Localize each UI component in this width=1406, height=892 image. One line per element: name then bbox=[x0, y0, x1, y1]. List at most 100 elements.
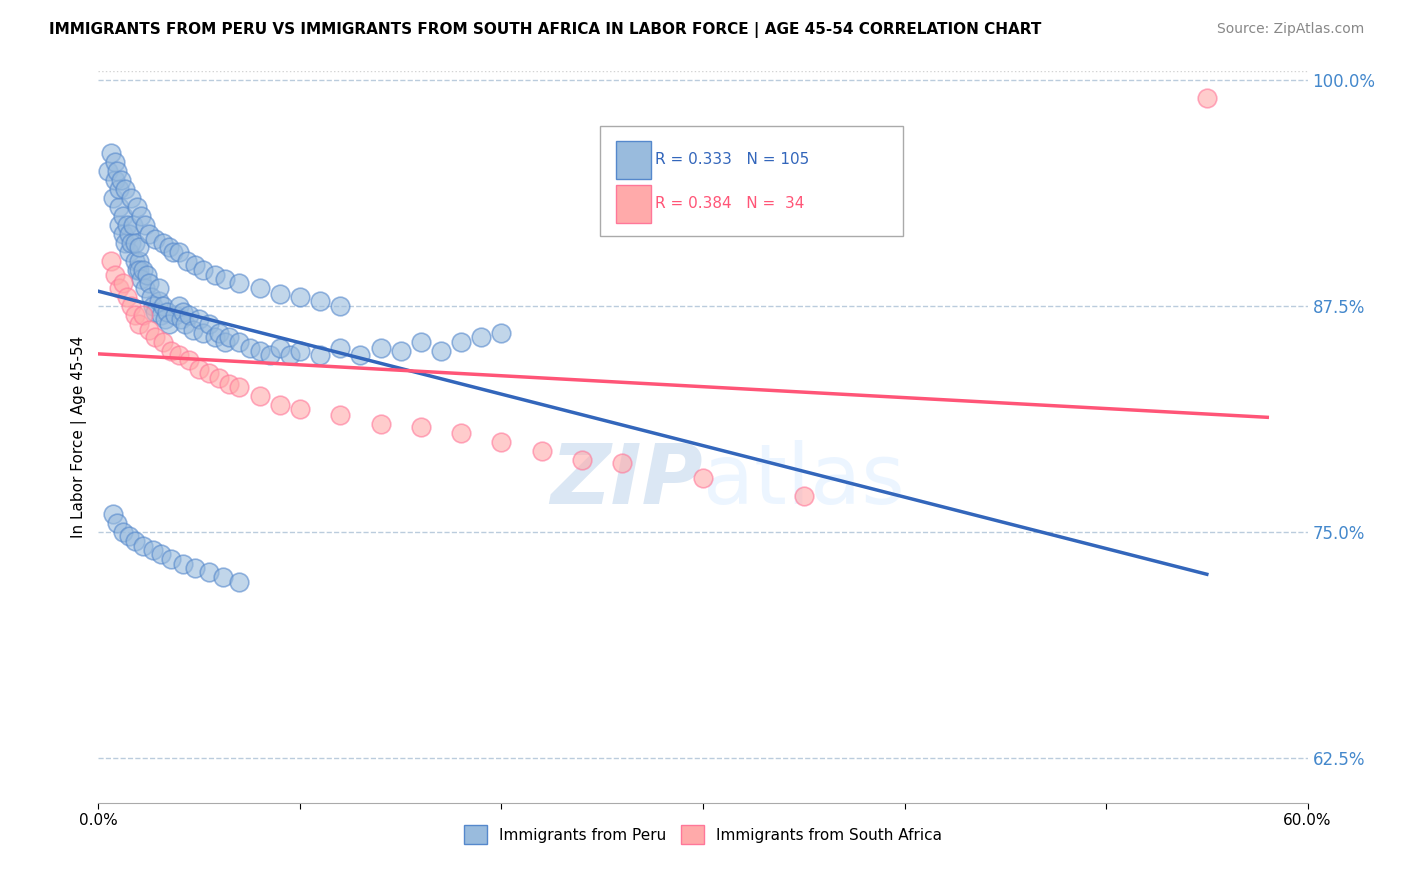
Point bbox=[239, 341, 262, 355]
Text: ZIP: ZIP bbox=[550, 441, 703, 522]
Point bbox=[118, 244, 141, 259]
Point bbox=[349, 348, 371, 362]
Text: Source: ZipAtlas.com: Source: ZipAtlas.com bbox=[1216, 22, 1364, 37]
Point bbox=[163, 308, 186, 322]
Point bbox=[181, 323, 204, 337]
Point bbox=[125, 263, 148, 277]
Point bbox=[142, 299, 165, 313]
Point bbox=[409, 420, 432, 434]
Point bbox=[470, 330, 492, 344]
Point bbox=[198, 366, 221, 380]
Point bbox=[118, 227, 141, 241]
Point bbox=[167, 299, 190, 313]
Point bbox=[107, 218, 129, 232]
Point bbox=[143, 330, 166, 344]
Point bbox=[132, 308, 155, 322]
Point bbox=[124, 533, 146, 548]
Point bbox=[193, 326, 215, 341]
Point bbox=[138, 276, 160, 290]
Text: IMMIGRANTS FROM PERU VS IMMIGRANTS FROM SOUTH AFRICA IN LABOR FORCE | AGE 45-54 : IMMIGRANTS FROM PERU VS IMMIGRANTS FROM … bbox=[49, 22, 1042, 38]
Point bbox=[259, 348, 281, 362]
Point bbox=[107, 281, 129, 295]
Point bbox=[107, 182, 129, 196]
Point bbox=[167, 244, 190, 259]
Point bbox=[491, 434, 513, 449]
Point bbox=[309, 348, 332, 362]
Point bbox=[128, 263, 150, 277]
Point bbox=[143, 232, 166, 246]
Point bbox=[288, 402, 311, 417]
Point bbox=[389, 344, 412, 359]
Text: R = 0.333   N = 105: R = 0.333 N = 105 bbox=[655, 152, 808, 167]
Point bbox=[288, 344, 311, 359]
Point bbox=[160, 552, 183, 566]
Point bbox=[269, 399, 291, 413]
Point bbox=[249, 389, 271, 403]
Point bbox=[269, 341, 291, 355]
Point bbox=[692, 471, 714, 485]
Point bbox=[218, 376, 240, 391]
Point bbox=[278, 348, 301, 362]
Point bbox=[204, 268, 226, 283]
Point bbox=[132, 539, 155, 553]
Point bbox=[111, 209, 134, 223]
Point bbox=[162, 244, 184, 259]
Point bbox=[212, 570, 235, 584]
Point bbox=[249, 344, 271, 359]
Point bbox=[100, 145, 122, 160]
Point bbox=[148, 293, 170, 308]
Y-axis label: In Labor Force | Age 45-54: In Labor Force | Age 45-54 bbox=[72, 336, 87, 538]
Point bbox=[153, 311, 176, 326]
Legend: Immigrants from Peru, Immigrants from South Africa: Immigrants from Peru, Immigrants from So… bbox=[457, 819, 949, 850]
Point bbox=[115, 290, 138, 304]
Point bbox=[204, 330, 226, 344]
Point bbox=[125, 200, 148, 214]
Point bbox=[218, 330, 240, 344]
Point bbox=[612, 456, 634, 470]
Point bbox=[105, 516, 128, 530]
Point bbox=[111, 276, 134, 290]
Point bbox=[103, 268, 125, 283]
Point bbox=[228, 335, 250, 350]
Point bbox=[370, 341, 392, 355]
Point bbox=[129, 272, 152, 286]
Text: R = 0.384   N =  34: R = 0.384 N = 34 bbox=[655, 195, 804, 211]
Point bbox=[430, 344, 453, 359]
Point bbox=[249, 281, 271, 295]
Point bbox=[370, 417, 392, 431]
Point bbox=[198, 317, 221, 331]
Point bbox=[179, 308, 201, 322]
Point bbox=[184, 258, 207, 272]
Point bbox=[139, 290, 162, 304]
Point bbox=[329, 408, 352, 422]
FancyBboxPatch shape bbox=[616, 185, 651, 223]
Point bbox=[214, 272, 236, 286]
Point bbox=[208, 371, 231, 385]
Point bbox=[138, 323, 160, 337]
Point bbox=[148, 281, 170, 295]
Point bbox=[152, 335, 174, 350]
Point bbox=[103, 154, 125, 169]
Point bbox=[120, 191, 142, 205]
Point bbox=[176, 254, 198, 268]
Point bbox=[1195, 91, 1218, 105]
Point bbox=[100, 254, 122, 268]
Point bbox=[111, 524, 134, 539]
FancyBboxPatch shape bbox=[600, 126, 903, 235]
Point bbox=[188, 362, 211, 376]
Point bbox=[101, 191, 124, 205]
Point bbox=[128, 317, 150, 331]
Point bbox=[124, 254, 146, 268]
Point bbox=[409, 335, 432, 350]
Point bbox=[174, 317, 197, 331]
Point bbox=[124, 235, 146, 250]
Point bbox=[110, 172, 132, 186]
Point bbox=[143, 304, 166, 318]
Point bbox=[288, 290, 311, 304]
Point bbox=[214, 335, 236, 350]
Point bbox=[193, 263, 215, 277]
Point bbox=[138, 227, 160, 241]
Point bbox=[198, 565, 221, 579]
Point bbox=[156, 304, 179, 318]
Point bbox=[571, 452, 593, 467]
